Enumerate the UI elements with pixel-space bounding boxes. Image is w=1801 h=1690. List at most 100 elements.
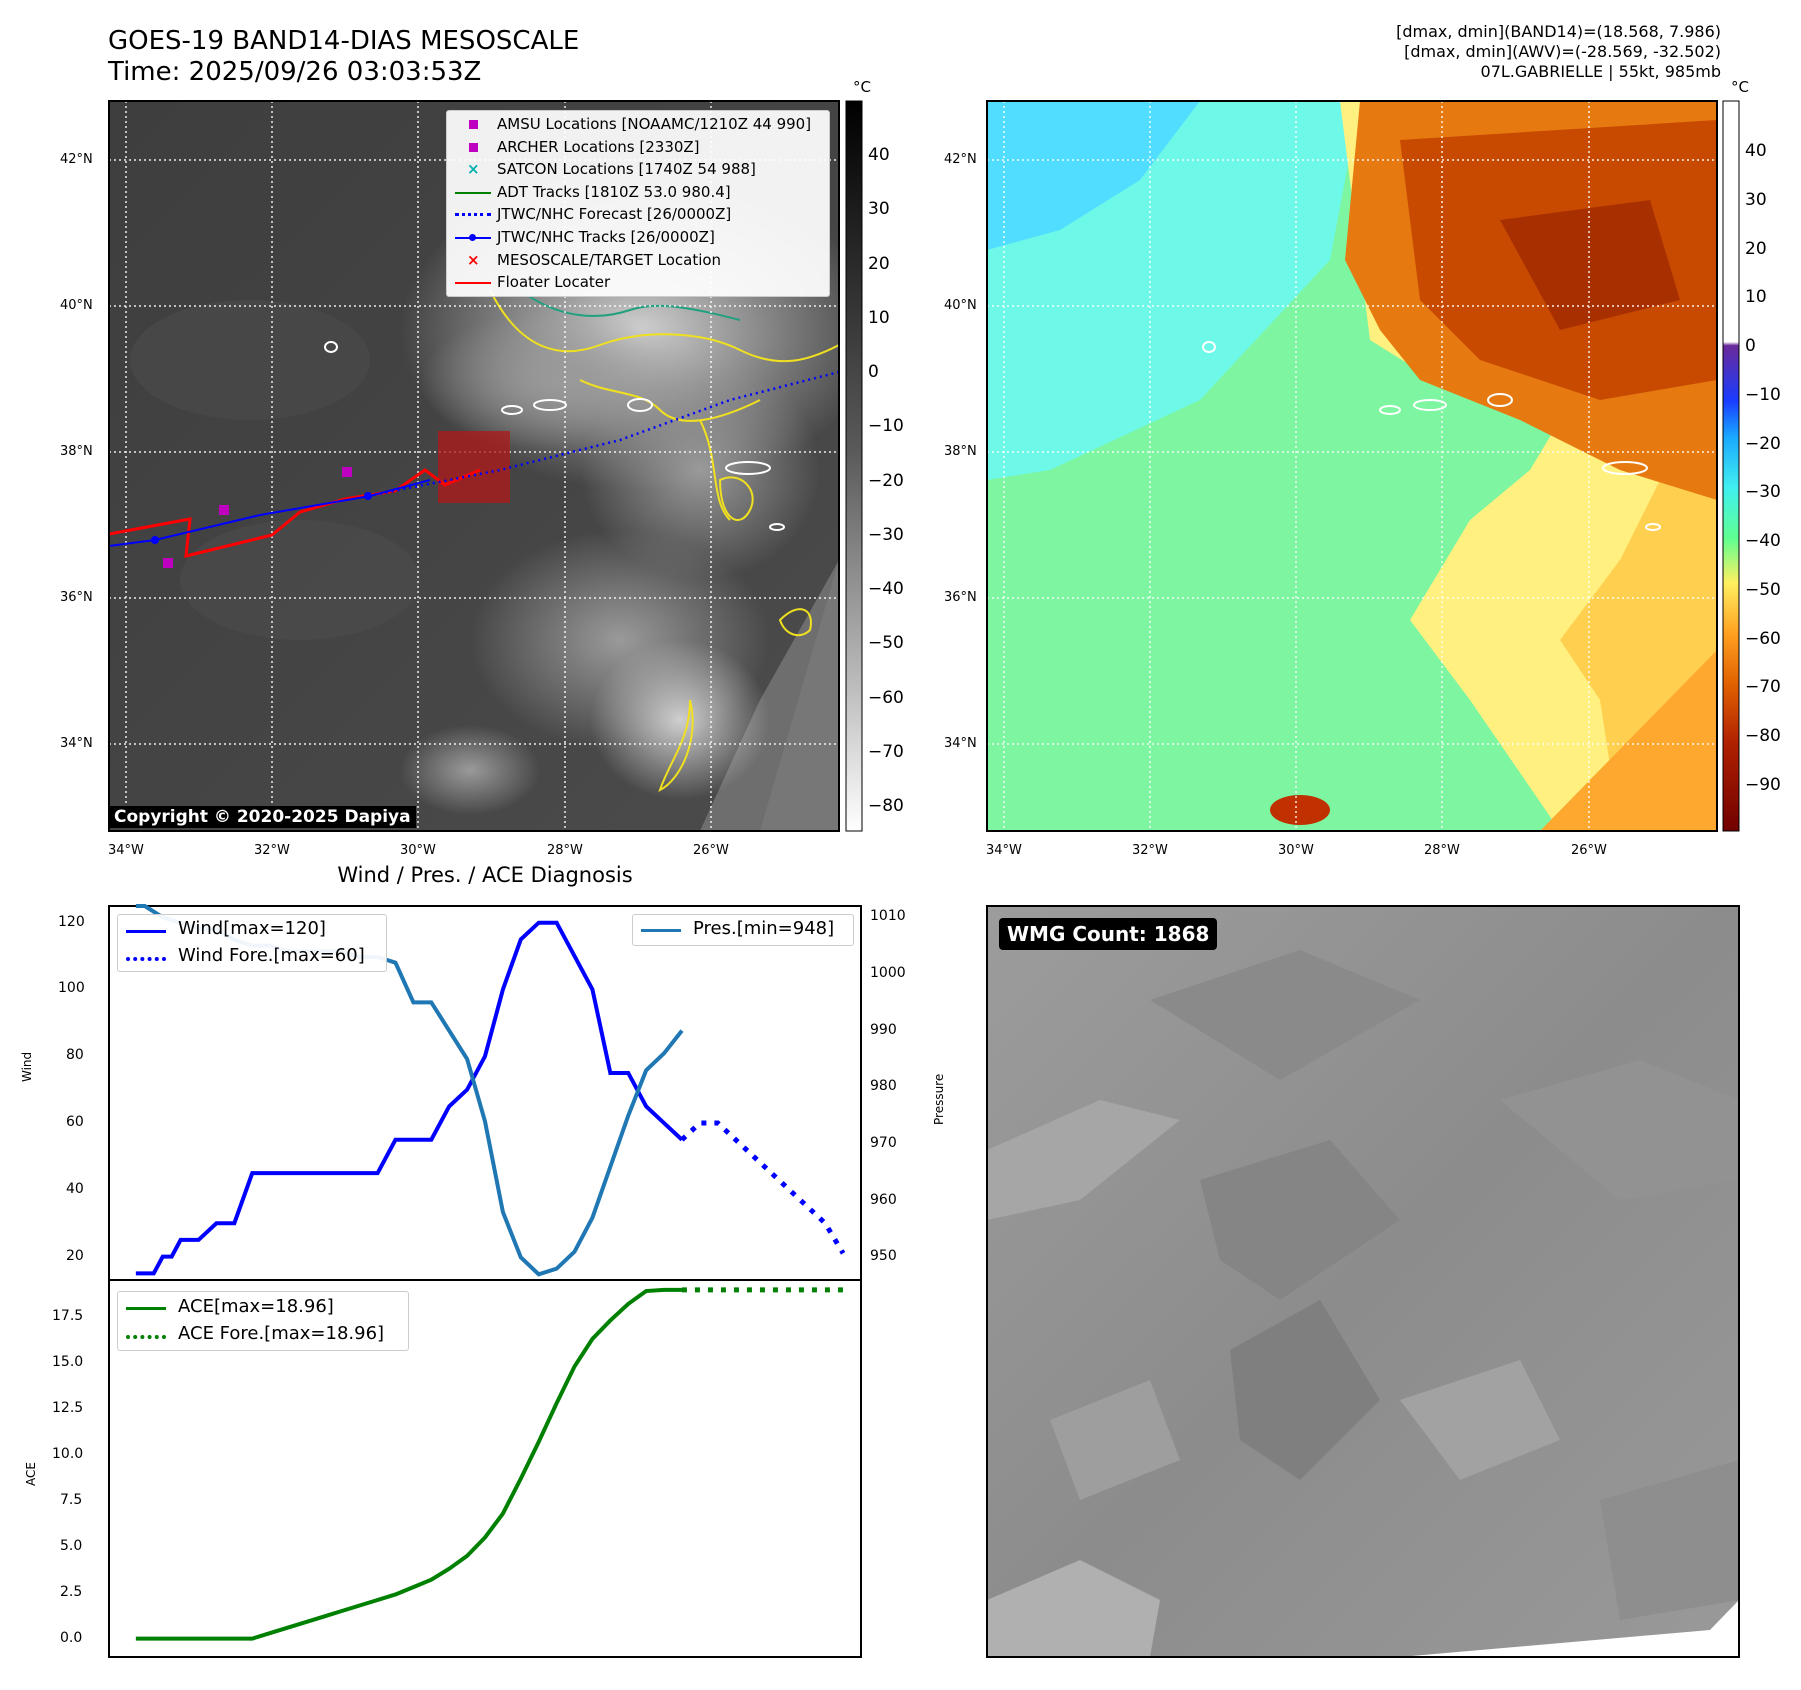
map-legend-item: JTWC/NHC Tracks [26/0000Z] — [447, 226, 829, 249]
wind-tick: 120 — [58, 913, 85, 930]
lon-label: 32°W — [254, 843, 290, 858]
colorbar-tick: 20 — [1745, 238, 1767, 259]
colorbar-tick: −20 — [868, 470, 904, 491]
pressure-tick: 990 — [870, 1021, 897, 1038]
colorbar-tick: −10 — [1745, 384, 1781, 405]
colorbar-tick: 0 — [868, 362, 879, 382]
colorbar-tick: −30 — [1745, 482, 1781, 503]
colorbar-tick: 40 — [868, 145, 890, 165]
legend-symbol — [453, 226, 493, 249]
mesoscale-target-box — [438, 431, 510, 503]
pres-legend-label: Pres.[min=948] — [693, 918, 835, 939]
lat-label: 38°N — [60, 444, 93, 459]
diagnosis-title: Wind / Pres. / ACE Diagnosis — [337, 863, 633, 887]
lat-label: 42°N — [944, 152, 977, 167]
colorbar-tick: −50 — [1745, 579, 1781, 600]
ace-tick: 0.0 — [60, 1629, 83, 1646]
ace-fore-legend-label: ACE Fore.[max=18.96] — [178, 1323, 385, 1344]
lat-label: 34°N — [944, 736, 977, 751]
map-legend-item: AMSU Locations [NOAAMC/1210Z 44 990] — [447, 113, 829, 136]
legend-symbol — [453, 136, 493, 159]
legend-symbol — [453, 181, 493, 204]
pres-legend-swatch — [641, 929, 681, 932]
jtwc-track-point — [151, 536, 159, 544]
pressure-tick: 980 — [870, 1078, 897, 1095]
wind-tick: 60 — [66, 1114, 84, 1131]
ace-tick: 7.5 — [60, 1491, 83, 1508]
legend-label: AMSU Locations [NOAAMC/1210Z 44 990] — [497, 115, 812, 133]
jtwc-forecast — [367, 370, 839, 498]
colorbar-tick: −90 — [1745, 775, 1781, 795]
pres-legend: Pres.[min=948] — [632, 914, 854, 946]
colorbar-tick: −60 — [1745, 628, 1781, 649]
ace-tick: 10.0 — [52, 1445, 84, 1462]
colorbar-tick: −80 — [868, 796, 904, 816]
colorbar-tick: −70 — [1745, 677, 1781, 698]
lon-label: 26°W — [1571, 843, 1607, 858]
legend-label: JTWC/NHC Forecast [26/0000Z] — [497, 205, 732, 224]
wmg-count-badge: WMG Count: 1868 — [999, 918, 1218, 950]
lon-label: 30°W — [400, 843, 436, 858]
ace-legend-label: ACE[max=18.96] — [178, 1296, 334, 1317]
lat-label: 40°N — [60, 298, 93, 313]
jtwc-track — [109, 479, 431, 547]
map-legend-item: ADT Tracks [1810Z 53.0 980.4] — [447, 181, 829, 204]
legend-label: JTWC/NHC Tracks [26/0000Z] — [497, 227, 715, 246]
ace-legend-swatch — [126, 1307, 166, 1310]
colorbar-tick: −40 — [1745, 531, 1781, 552]
ace-tick: 5.0 — [60, 1537, 83, 1554]
colorbar-tick: −30 — [868, 524, 904, 545]
copyright-label: Copyright © 2020-2025 Dapiya — [109, 806, 416, 828]
ace-line — [135, 1287, 682, 1641]
wind-fore-legend-label: Wind Fore.[max=60] — [178, 945, 365, 966]
ace-axis-label: ACE — [24, 1462, 38, 1486]
map-legend-item: × SATCON Locations [1740Z 54 988] — [447, 158, 829, 181]
wind-fore-legend-swatch — [126, 957, 166, 961]
ace-fore-legend-swatch — [126, 1335, 166, 1339]
colorbar-tick: 40 — [1745, 141, 1767, 161]
ir-colorbar-unit: °C — [853, 78, 871, 96]
legend-label: Floater Locater — [497, 273, 611, 292]
ace-legend: ACE[max=18.96] ACE Fore.[max=18.96] — [117, 1291, 409, 1351]
wind-tick: 100 — [58, 980, 85, 997]
map-legend-item: × MESOSCALE/TARGET Location — [447, 249, 829, 272]
info-line-1: [dmax, dmin](BAND14)=(18.568, 7.986) — [1396, 22, 1721, 41]
wind-legend: Wind[max=120] Wind Fore.[max=60] — [117, 914, 387, 972]
lon-label: 32°W — [1132, 843, 1168, 858]
page-title: GOES-19 BAND14-DIAS MESOSCALE Time: 2025… — [108, 26, 579, 88]
colorbar-tick: 20 — [868, 253, 890, 274]
pressure-tick: 1000 — [870, 965, 906, 981]
lon-label: 28°W — [547, 843, 583, 858]
colorbar-tick: 10 — [868, 307, 890, 328]
wind-tick: 80 — [66, 1047, 84, 1064]
legend-symbol — [453, 113, 493, 136]
colorbar-tick: 30 — [1745, 189, 1767, 210]
colorbar-tick: 30 — [868, 199, 890, 220]
info-block: [dmax, dmin](BAND14)=(18.568, 7.986) [dm… — [1396, 22, 1721, 82]
legend-label: SATCON Locations [1740Z 54 988] — [497, 160, 756, 179]
lat-label: 42°N — [60, 152, 93, 167]
colorbar-tick: −50 — [868, 633, 904, 654]
lat-label: 36°N — [60, 590, 93, 605]
floater-locater-track — [109, 468, 481, 558]
ace-tick: 15.0 — [52, 1353, 84, 1370]
amsu-location — [219, 505, 229, 515]
lat-label: 36°N — [944, 590, 977, 605]
pressure-tick: 960 — [870, 1191, 897, 1208]
ir-colorbar — [845, 100, 863, 832]
legend-symbol — [453, 271, 493, 294]
map-legend: AMSU Locations [NOAAMC/1210Z 44 990] ARCH… — [446, 110, 830, 297]
ace-tick: 2.5 — [60, 1583, 83, 1600]
lat-label: 38°N — [944, 444, 977, 459]
awv-colorbar-unit: °C — [1731, 78, 1749, 96]
colorbar-tick: 0 — [1745, 336, 1756, 357]
lat-label: 34°N — [60, 736, 93, 751]
colorbar-tick: −70 — [868, 741, 904, 762]
info-line-3: 07L.GABRIELLE | 55kt, 985mb — [1480, 62, 1721, 81]
amsu-location — [163, 558, 173, 568]
legend-symbol — [453, 203, 493, 226]
colorbar-tick: −20 — [1745, 433, 1781, 454]
wind-legend-label: Wind[max=120] — [178, 918, 326, 939]
pressure-tick: 970 — [870, 1135, 897, 1151]
